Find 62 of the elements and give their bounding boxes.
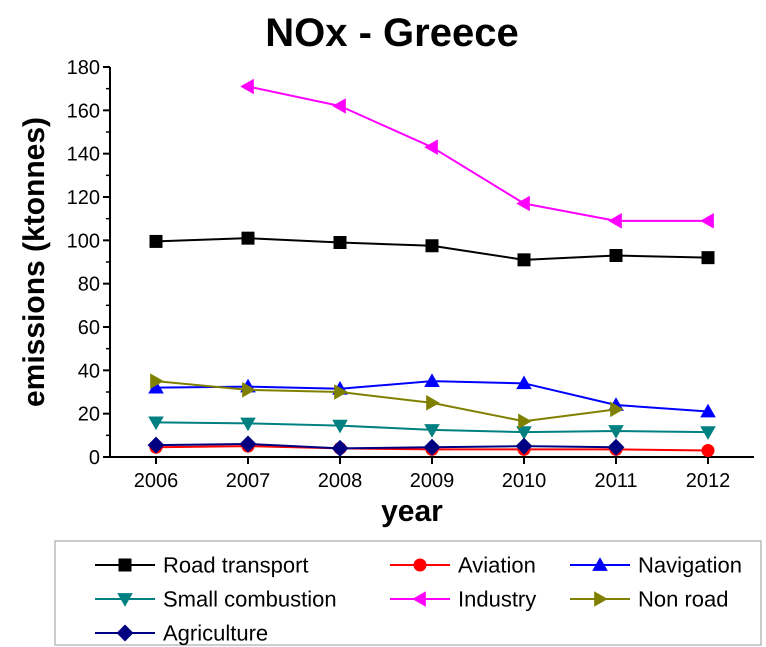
x-axis-title: year xyxy=(381,495,444,528)
point xyxy=(424,424,440,438)
point xyxy=(518,253,530,266)
point xyxy=(240,436,256,452)
legend-label: Industry xyxy=(458,586,536,612)
y-tick-label: 100 xyxy=(66,230,100,252)
y-tick-label: 120 xyxy=(66,187,100,209)
point xyxy=(610,402,624,418)
point xyxy=(700,426,716,440)
y-tick-label: 180 xyxy=(66,57,100,79)
legend-label: Aviation xyxy=(458,552,536,578)
point xyxy=(702,251,714,264)
point xyxy=(608,213,622,229)
y-axis-title: emissions (ktonnes) xyxy=(18,116,51,408)
point xyxy=(240,418,256,432)
point xyxy=(516,196,530,212)
legend-label: Non road xyxy=(638,586,729,612)
y-tick-label: 140 xyxy=(66,144,100,166)
x-tick-label: 2006 xyxy=(134,470,178,492)
point xyxy=(516,438,532,455)
legend-label: Small combustion xyxy=(163,586,337,612)
point xyxy=(334,384,348,400)
point xyxy=(426,395,440,411)
point xyxy=(148,416,164,430)
x-tick-label: 2008 xyxy=(318,470,362,492)
point xyxy=(610,249,622,262)
x-tick-label: 2007 xyxy=(226,470,270,492)
point xyxy=(242,232,254,245)
point xyxy=(334,236,346,249)
y-tick-label: 80 xyxy=(78,274,100,296)
point xyxy=(242,382,256,398)
y-tick-label: 60 xyxy=(78,317,100,339)
point xyxy=(424,139,438,155)
point xyxy=(424,373,440,388)
point xyxy=(516,376,532,390)
y-tick-label: 20 xyxy=(78,404,100,426)
point xyxy=(700,213,714,229)
x-tick-label: 2010 xyxy=(502,470,546,492)
legend-label: Road transport xyxy=(163,552,309,578)
point xyxy=(150,234,162,248)
point xyxy=(608,425,624,439)
legend-label: Navigation xyxy=(638,552,742,578)
point xyxy=(424,438,440,456)
point xyxy=(516,426,532,440)
point xyxy=(608,438,624,456)
point xyxy=(240,78,254,94)
x-tick-label: 2011 xyxy=(594,470,638,492)
y-tick-label: 0 xyxy=(88,447,100,469)
point xyxy=(426,239,438,252)
point xyxy=(148,436,164,454)
legend-label: Agriculture xyxy=(163,620,268,646)
point xyxy=(332,420,348,434)
y-tick-label: 40 xyxy=(78,360,100,382)
point xyxy=(700,404,716,418)
y-tick-label: 160 xyxy=(66,100,100,122)
point xyxy=(150,373,164,389)
point xyxy=(518,413,532,430)
point xyxy=(702,444,714,457)
x-tick-label: 2012 xyxy=(686,470,730,492)
chart-title: NOx - Greece xyxy=(265,11,519,55)
point xyxy=(332,98,346,114)
x-tick-label: 2009 xyxy=(410,470,454,492)
